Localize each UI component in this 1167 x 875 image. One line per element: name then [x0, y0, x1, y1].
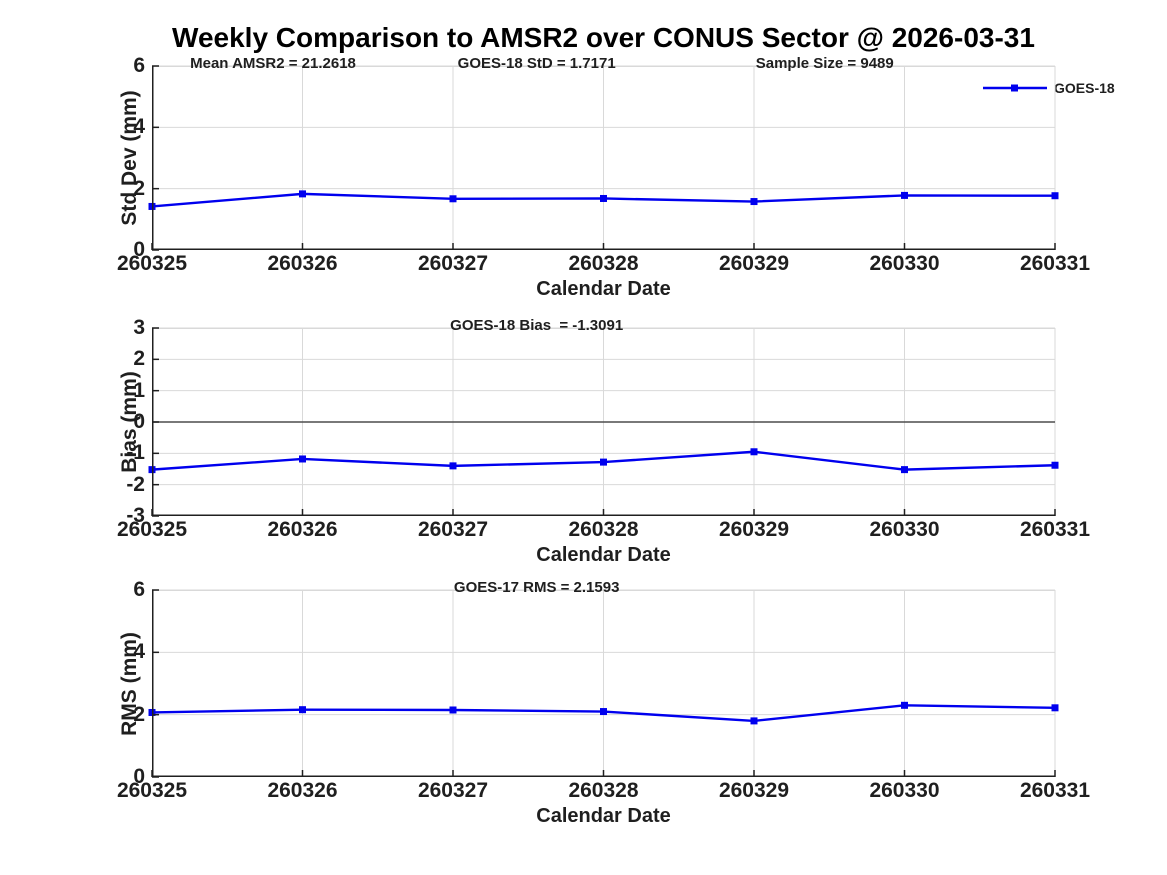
stat-annotation: GOES-18 Bias = -1.3091: [450, 317, 624, 334]
data-point-marker: [901, 701, 908, 709]
data-point-marker: [1051, 704, 1059, 712]
data-point-marker: [750, 198, 758, 206]
x-tick-label: 260331: [1019, 518, 1091, 541]
data-point-marker: [600, 458, 607, 466]
x-tick-label: 260326: [267, 518, 338, 541]
y-tick-label: 2: [133, 347, 145, 371]
gridlines: [152, 589, 1056, 777]
data-point-marker: [901, 191, 908, 199]
x-tick-label: 260330: [869, 518, 940, 541]
x-tick-label: 260325: [116, 252, 188, 275]
data-point-marker: [299, 706, 306, 714]
x-tick-label: 260326: [267, 779, 338, 802]
data-point-marker: [1051, 192, 1059, 200]
series-goes18: [148, 190, 1059, 210]
data-point-marker: [449, 462, 457, 470]
y-axis-label-std-dev: Std Dev (mm): [118, 90, 141, 226]
y-tick-label: 0: [133, 410, 145, 433]
x-tick-label: 260327: [417, 252, 489, 275]
data-point-marker: [600, 708, 607, 716]
x-tick-label: 260327: [417, 779, 489, 802]
x-axis-label: Calendar Date: [536, 544, 671, 566]
y-tick-label: -1: [126, 441, 145, 465]
gridlines: [152, 65, 1056, 250]
plot-area: [148, 327, 1059, 517]
legend: GOES-18: [983, 80, 1115, 96]
plot-area: [148, 589, 1059, 778]
x-tick-label: 260325: [116, 779, 188, 802]
subplot-bias: Bias (mm) Calendar Date 3 2 1 0 -1 -2 -3 260325…: [117, 317, 1090, 567]
x-tick-label: 260330: [869, 779, 940, 802]
stat-annotation: Mean AMSR2 = 21.2618: [190, 55, 356, 72]
axes: [151, 327, 1056, 517]
plot-area: [148, 65, 1059, 251]
data-point-marker: [750, 717, 758, 725]
x-axis-label: Calendar Date: [536, 278, 671, 300]
data-point-marker: [901, 466, 908, 474]
stat-annotation: Sample Size = 9489: [755, 55, 894, 72]
x-tick-label: 260325: [116, 518, 188, 541]
legend-line-marker-icon: [983, 84, 1047, 92]
y-tick-label: -2: [126, 472, 145, 496]
subplot-rms: RMS (mm) Calendar Date 0 2 4 6 260325 260326 2…: [117, 579, 1090, 828]
x-tick-label: 260331: [1019, 779, 1091, 802]
stat-annotation: GOES-18 StD = 1.7171: [457, 55, 616, 72]
data-point-marker: [750, 448, 758, 456]
x-tick-label: 260329: [718, 252, 790, 275]
x-tick-label: 260327: [417, 518, 489, 541]
y-tick-label: 2: [133, 176, 145, 200]
data-point-marker: [1051, 461, 1059, 469]
y-tick-label: 0: [133, 238, 145, 261]
x-tick-label: 260326: [267, 252, 338, 275]
y-tick-label: -3: [126, 504, 145, 527]
data-point-marker: [449, 706, 457, 714]
chart-title: Weekly Comparison to AMSR2 over CONUS Se…: [172, 22, 1035, 53]
y-tick-label: 0: [133, 765, 145, 788]
data-point-marker: [600, 194, 607, 202]
x-tick-label: 260331: [1019, 252, 1091, 275]
stat-annotation: GOES-17 RMS = 2.1593: [453, 579, 620, 596]
y-tick-label: 4: [133, 115, 145, 139]
y-tick-label: 4: [133, 640, 145, 664]
y-tick-label: 2: [133, 702, 145, 726]
subplot-std-dev: Std Dev (mm) Calendar Date GOES-18 0 2 4 6 2…: [117, 55, 1115, 301]
x-tick-label: 260328: [568, 252, 639, 275]
y-tick-label: 1: [133, 378, 145, 402]
x-axis-label: Calendar Date: [536, 805, 671, 827]
legend-label: GOES-18: [1054, 80, 1115, 96]
data-point-marker: [299, 455, 306, 463]
y-tick-label: 3: [133, 316, 145, 339]
x-tick-label: 260330: [869, 252, 940, 275]
x-tick-label: 260328: [568, 779, 639, 802]
axes: [151, 589, 1056, 778]
x-tick-label: 260329: [718, 779, 790, 802]
y-tick-label: 6: [133, 54, 145, 77]
data-point-marker: [299, 190, 306, 198]
series-goes18: [148, 701, 1059, 725]
data-point-marker: [449, 195, 457, 203]
y-tick-label: 6: [133, 578, 145, 601]
axes: [151, 65, 1056, 251]
x-tick-label: 260329: [718, 518, 790, 541]
x-tick-label: 260328: [568, 518, 639, 541]
